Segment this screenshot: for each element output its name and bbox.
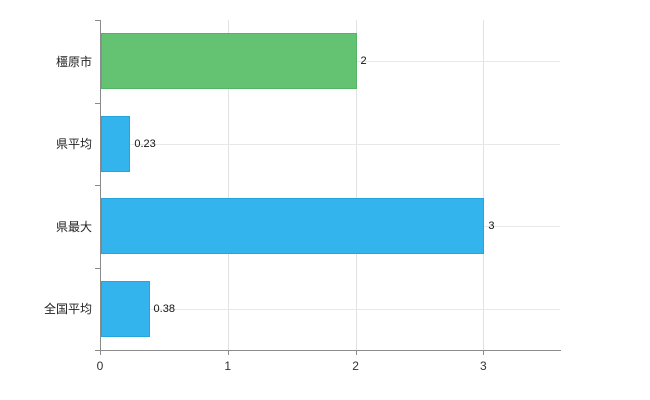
y-axis-line <box>100 20 101 350</box>
x-tick-label: 2 <box>352 359 359 373</box>
bar <box>101 115 131 172</box>
vertical-gridline <box>227 20 229 350</box>
x-tick-label: 0 <box>96 359 104 373</box>
y-axis-tick <box>95 102 100 104</box>
x-axis-tick <box>227 350 229 355</box>
y-axis-tick <box>95 185 100 186</box>
y-axis-tick <box>95 267 100 269</box>
x-axis-tick <box>483 350 485 355</box>
category-label: 県平均 <box>55 137 92 152</box>
y-axis-tick <box>95 350 100 351</box>
bar <box>101 280 150 337</box>
x-axis-line <box>100 350 561 351</box>
x-axis-tick <box>355 350 357 355</box>
category-label: 県最大 <box>55 219 92 234</box>
category-label: 全国平均 <box>43 302 92 317</box>
value-label: 0.23 <box>134 137 156 150</box>
x-tick-label: 1 <box>224 359 232 373</box>
vertical-gridline <box>355 20 357 350</box>
x-tick-label: 3 <box>479 359 487 373</box>
bar <box>101 33 357 90</box>
category-label: 橿原市 <box>55 54 92 69</box>
value-label: 2 <box>360 55 367 68</box>
bar <box>101 198 485 255</box>
horizontal-gridline <box>100 143 560 145</box>
vertical-gridline <box>483 20 485 350</box>
horizontal-gridline <box>100 308 560 310</box>
y-axis-tick <box>95 20 100 21</box>
value-label: 0.38 <box>153 302 175 315</box>
value-label: 3 <box>488 220 495 233</box>
x-axis-tick <box>100 350 101 355</box>
